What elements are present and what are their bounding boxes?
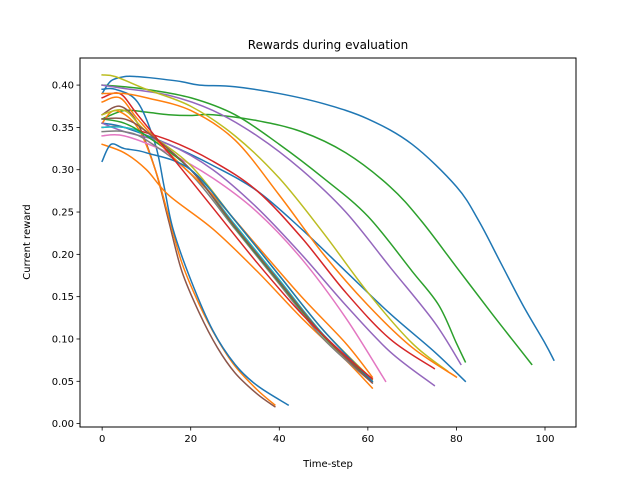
x-tick-label: 0 — [99, 434, 105, 445]
y-axis-label: Current reward — [22, 204, 33, 279]
series-line-20 — [101, 143, 374, 383]
x-tick-label: 20 — [184, 434, 197, 445]
y-tick-label: 0.40 — [52, 81, 74, 92]
chart-title: Rewards during evaluation — [248, 38, 408, 52]
y-axis: 0.00 0.05 0.10 0.15 0.20 0.25 0.30 0.35 0.40 — [52, 81, 80, 430]
x-tick-label: 80 — [450, 434, 463, 445]
series-line-7 — [101, 105, 276, 408]
y-tick-label: 0.35 — [52, 123, 74, 134]
series-line-9 — [101, 87, 290, 407]
x-tick-label: 60 — [361, 434, 374, 445]
x-tick-label: 40 — [273, 434, 286, 445]
series-layer — [101, 74, 555, 408]
series-line-2 — [101, 109, 533, 366]
series-line-21 — [101, 92, 374, 380]
series-line-22 — [101, 92, 458, 379]
series-line-6 — [101, 74, 449, 373]
series-line-11 — [101, 133, 387, 383]
y-tick-label: 0.30 — [52, 165, 74, 176]
series-line-1 — [101, 75, 555, 362]
y-tick-label: 0.15 — [52, 292, 74, 303]
x-axis-label: Time-step — [302, 459, 353, 470]
series-line-15 — [101, 130, 374, 385]
plot-frame — [79, 57, 577, 428]
series-line-8 — [101, 109, 276, 407]
y-tick-label: 0.05 — [52, 377, 74, 388]
y-tick-label: 0.00 — [52, 419, 74, 430]
y-tick-label: 0.20 — [52, 250, 74, 261]
x-axis: 0 20 40 60 80 100 — [99, 427, 555, 445]
series-line-4 — [101, 84, 462, 366]
x-tick-label: 100 — [535, 434, 554, 445]
y-tick-label: 0.10 — [52, 334, 74, 345]
y-tick-label: 0.25 — [52, 208, 74, 219]
series-line-17 — [101, 96, 374, 379]
